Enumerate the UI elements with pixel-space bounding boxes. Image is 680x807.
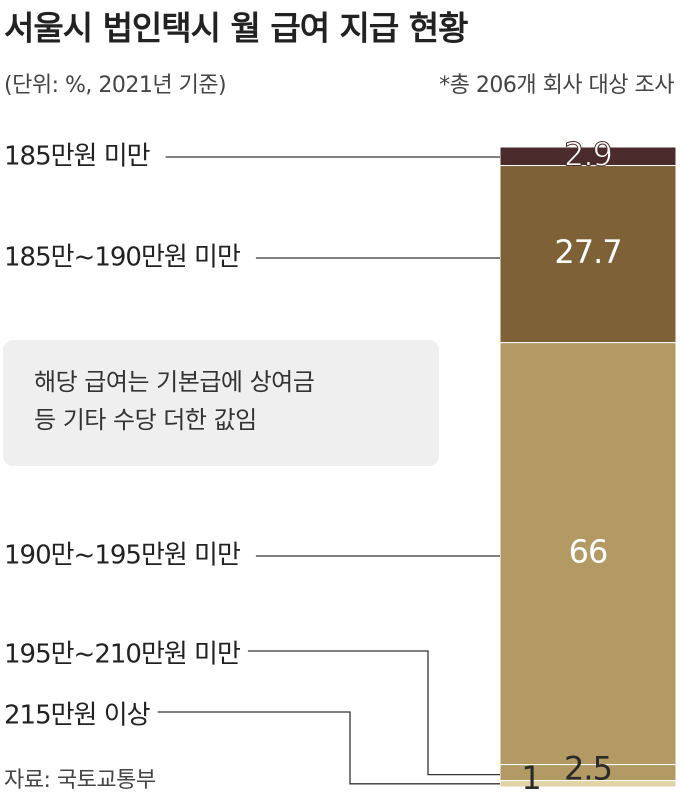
category-label: 185만원 미만 (4, 142, 150, 172)
bar-segment (499, 165, 677, 344)
source: 자료: 국토교통부 (4, 768, 156, 793)
annotation: 등 기타 수당 더한 값임 (34, 406, 257, 434)
category-label: 215만원 이상 (4, 701, 150, 731)
value-label: 66 (569, 533, 608, 571)
annotation-box (3, 340, 439, 466)
value-label: 27.7 (554, 233, 621, 271)
leader-line (157, 711, 500, 785)
category-label: 195만~210만원 미만 (4, 640, 240, 670)
subtitle: (단위: %, 2021년 기준) (4, 73, 226, 98)
category-label: 190만~195만원 미만 (4, 541, 240, 571)
leader-line (247, 650, 500, 776)
value-label: 1 (521, 759, 540, 797)
note: *총 206개 회사 대상 조사 (439, 73, 674, 98)
annotation: 해당 급여는 기본급에 상여금 (34, 368, 314, 396)
value-label: 2.9 (564, 135, 612, 173)
chart-title: 서울시 법인택시 월 급여 지급 현황 (4, 9, 468, 48)
category-label: 185만~190만원 미만 (4, 243, 240, 273)
value-label: 2.5 (564, 750, 612, 788)
bar-segment (499, 342, 677, 766)
